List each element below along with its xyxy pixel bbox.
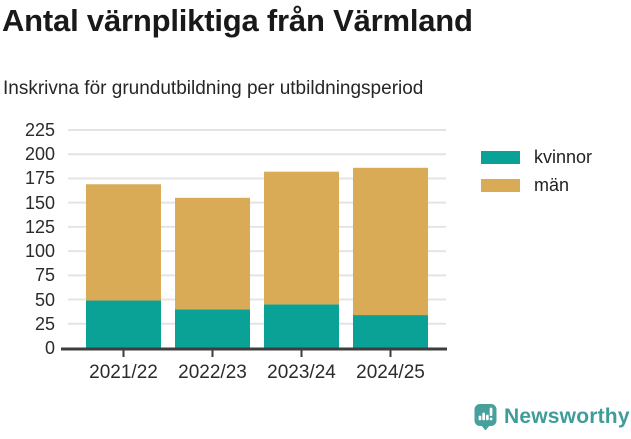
bar-segment-män-2021/22 xyxy=(86,184,161,301)
newsworthy-logo-icon xyxy=(474,404,497,431)
legend-label-man: män xyxy=(534,175,570,195)
y-tick-label: 175 xyxy=(24,168,55,189)
x-tick-label: 2023/24 xyxy=(267,362,336,383)
y-tick-label: 50 xyxy=(34,289,55,310)
branding: Newsworthy xyxy=(474,403,630,431)
y-tick-label: 125 xyxy=(24,216,55,237)
y-tick-label: 150 xyxy=(24,192,55,213)
y-tick-label: 25 xyxy=(34,313,55,334)
bar-segment-kvinnor-2023/24 xyxy=(264,304,339,348)
bar-segment-män-2022/23 xyxy=(175,197,250,310)
bar-segment-män-2023/24 xyxy=(264,171,339,305)
legend-swatch-man xyxy=(481,179,520,192)
y-tick-label: 225 xyxy=(24,120,55,140)
bar-segment-kvinnor-2024/25 xyxy=(353,315,428,348)
x-tick-label: 2021/22 xyxy=(89,362,158,383)
bar-segment-kvinnor-2021/22 xyxy=(86,300,161,348)
chart-title: Antal värnpliktiga från Värmland xyxy=(2,3,473,38)
legend-swatch-kvinnor xyxy=(481,151,520,164)
legend-item-man: män xyxy=(481,175,592,195)
x-tick-label: 2022/23 xyxy=(178,362,247,383)
chart-subtitle: Inskrivna för grundutbildning per utbild… xyxy=(3,78,424,99)
bar-segment-män-2024/25 xyxy=(353,167,428,316)
x-tick-label: 2024/25 xyxy=(356,362,425,383)
y-tick-label: 100 xyxy=(24,241,55,262)
legend-item-kvinnor: kvinnor xyxy=(481,147,593,167)
bar-segment-kvinnor-2022/23 xyxy=(175,309,250,348)
legend-label-kvinnor: kvinnor xyxy=(534,147,593,167)
y-tick-label: 0 xyxy=(44,338,55,358)
legend: kvinnor män xyxy=(481,147,593,206)
y-tick-label: 75 xyxy=(34,265,55,286)
branding-name: Newsworthy xyxy=(504,405,630,428)
y-tick-label: 200 xyxy=(24,144,55,165)
